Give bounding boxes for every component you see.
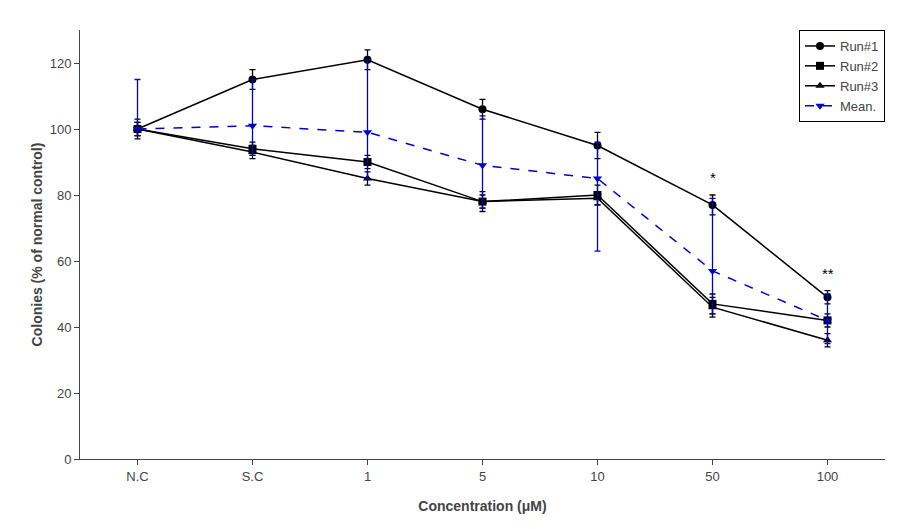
- svg-text:50: 50: [705, 469, 719, 484]
- svg-text:5: 5: [479, 469, 486, 484]
- svg-text:Colonies (% of normal control): Colonies (% of normal control): [29, 143, 45, 347]
- svg-text:Run#1: Run#1: [840, 39, 878, 54]
- svg-text:20: 20: [57, 386, 71, 401]
- svg-text:100: 100: [50, 122, 72, 137]
- svg-text:80: 80: [57, 188, 71, 203]
- svg-text:100: 100: [817, 469, 839, 484]
- svg-text:*: *: [710, 169, 716, 186]
- svg-text:**: **: [822, 265, 834, 282]
- svg-text:N.C: N.C: [126, 469, 148, 484]
- svg-text:10: 10: [590, 469, 604, 484]
- svg-text:120: 120: [50, 56, 72, 71]
- svg-text:0: 0: [64, 452, 71, 467]
- svg-text:Run#3: Run#3: [840, 79, 878, 94]
- svg-text:60: 60: [57, 254, 71, 269]
- svg-text:40: 40: [57, 320, 71, 335]
- svg-text:Concentration (μM): Concentration (μM): [418, 498, 546, 514]
- svg-text:Run#2: Run#2: [840, 59, 878, 74]
- svg-text:S.C: S.C: [242, 469, 264, 484]
- svg-text:Mean.: Mean.: [840, 99, 876, 114]
- svg-text:1: 1: [364, 469, 371, 484]
